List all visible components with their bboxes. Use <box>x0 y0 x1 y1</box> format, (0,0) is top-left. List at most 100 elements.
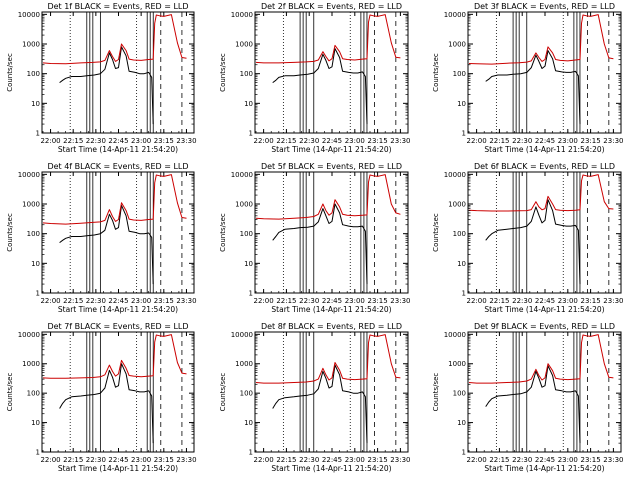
x-tick-label: 22:45 <box>322 456 342 464</box>
x-tick-label: 22:30 <box>512 456 532 464</box>
y-tick-label: 10 <box>457 419 466 427</box>
x-tick-label: 22:15 <box>489 297 509 305</box>
lld-series-line <box>468 334 614 384</box>
plot-frame <box>254 171 409 294</box>
y-tick-label: 10 <box>31 100 40 108</box>
panel-5: Det 5f BLACK = Events, RED = LLD 1 10 100 10… <box>219 162 410 314</box>
x-tick-label: 23:15 <box>368 297 388 305</box>
panel-3: Det 3f BLACK = Events, RED = LLD 1 10 100 10… <box>432 2 623 154</box>
x-tick-label: 23:00 <box>345 137 365 145</box>
plot-frame <box>467 171 622 294</box>
events-series-line <box>485 199 581 285</box>
x-tick-label: 22:45 <box>535 456 555 464</box>
x-tick-label: 22:00 <box>40 456 60 464</box>
y-tick-label: 1 <box>249 449 253 457</box>
y-axis-label: Counts/sec <box>219 213 227 252</box>
x-tick-label: 23:00 <box>558 297 578 305</box>
y-tick-label: 1000 <box>22 201 40 209</box>
plot-frame <box>41 171 195 294</box>
x-tick-label: 22:15 <box>489 137 509 145</box>
lld-series-line <box>468 14 614 65</box>
panel-title: Det 1f BLACK = Events, RED = LLD <box>47 2 188 11</box>
events-series-line <box>272 364 368 444</box>
plot-frame <box>254 331 409 453</box>
x-axis-label: Start Time (14-Apr-11 21:54:20) <box>484 464 604 473</box>
x-tick-label: 22:30 <box>299 137 319 145</box>
x-tick-label: 23:15 <box>581 297 601 305</box>
events-series-line <box>272 203 368 285</box>
y-axis-label: Counts/sec <box>6 213 14 252</box>
panel-6: Det 6f BLACK = Events, RED = LLD 1 10 100 10… <box>432 162 623 314</box>
panel-1: Det 1f BLACK = Events, RED = LLD 1 10 100 10… <box>6 2 197 154</box>
panel-title: Det 5f BLACK = Events, RED = LLD <box>261 162 402 171</box>
x-axis-label: Start Time (14-Apr-11 21:54:20) <box>484 305 604 314</box>
y-tick-label: 100 <box>240 70 253 78</box>
panel-9: Det 9f BLACK = Events, RED = LLD 1 10 100 10… <box>432 322 623 473</box>
y-tick-label: 10 <box>244 419 253 427</box>
y-tick-label: 1000 <box>448 360 466 368</box>
panel-title: Det 3f BLACK = Events, RED = LLD <box>474 2 615 11</box>
x-tick-label: 23:15 <box>368 137 388 145</box>
y-tick-label: 10 <box>31 419 40 427</box>
y-tick-label: 100 <box>453 70 466 78</box>
y-tick-label: 1 <box>249 290 253 298</box>
x-tick-label: 23:00 <box>131 137 151 145</box>
plot-frame <box>254 11 409 134</box>
y-tick-label: 1000 <box>235 360 253 368</box>
plot-frame <box>467 331 622 453</box>
x-tick-label: 22:15 <box>63 456 83 464</box>
x-tick-label: 23:15 <box>154 297 174 305</box>
x-tick-label: 23:30 <box>603 137 623 145</box>
panel-7: Det 7f BLACK = Events, RED = LLD 1 10 100 10… <box>6 322 197 473</box>
x-tick-label: 22:15 <box>489 456 509 464</box>
y-tick-label: 1000 <box>235 201 253 209</box>
x-tick-label: 22:30 <box>86 297 106 305</box>
events-series-line <box>59 204 154 285</box>
x-tick-label: 22:15 <box>276 297 296 305</box>
y-tick-label: 1000 <box>22 41 40 49</box>
x-tick-label: 22:45 <box>108 297 128 305</box>
events-series-line <box>59 46 154 125</box>
x-tick-label: 22:45 <box>108 137 128 145</box>
x-tick-label: 23:00 <box>131 456 151 464</box>
y-tick-label: 1 <box>462 449 466 457</box>
x-tick-label: 22:00 <box>467 456 487 464</box>
panel-title: Det 8f BLACK = Events, RED = LLD <box>261 322 402 331</box>
x-tick-label: 22:30 <box>299 297 319 305</box>
x-tick-label: 23:15 <box>154 137 174 145</box>
y-tick-label: 100 <box>453 230 466 238</box>
y-tick-label: 1 <box>36 449 40 457</box>
x-tick-label: 22:00 <box>254 297 274 305</box>
x-tick-label: 22:30 <box>86 137 106 145</box>
y-tick-label: 1 <box>36 130 40 138</box>
y-axis-label: Counts/sec <box>219 373 227 412</box>
x-tick-label: 23:00 <box>345 456 365 464</box>
y-tick-label: 10000 <box>231 11 253 19</box>
x-axis-label: Start Time (14-Apr-11 21:54:20) <box>271 305 391 314</box>
x-tick-label: 22:45 <box>108 456 128 464</box>
x-axis-label: Start Time (14-Apr-11 21:54:20) <box>271 464 391 473</box>
y-axis-label: Counts/sec <box>432 213 440 252</box>
y-tick-label: 1 <box>249 130 253 138</box>
events-series-line <box>485 365 581 444</box>
events-series-line <box>485 50 581 125</box>
x-axis-label: Start Time (14-Apr-11 21:54:20) <box>58 305 178 314</box>
x-tick-label: 23:00 <box>558 137 578 145</box>
y-tick-label: 100 <box>240 230 253 238</box>
panels-group: Det 1f BLACK = Events, RED = LLD 1 10 100 10… <box>6 2 623 473</box>
panel-title: Det 4f BLACK = Events, RED = LLD <box>47 162 188 171</box>
x-tick-label: 22:45 <box>535 297 555 305</box>
lld-series-line <box>42 174 187 225</box>
lld-series-line <box>255 334 401 384</box>
x-tick-label: 23:30 <box>390 297 410 305</box>
y-tick-label: 10000 <box>231 331 253 339</box>
y-axis-label: Counts/sec <box>432 53 440 92</box>
x-tick-label: 22:15 <box>276 137 296 145</box>
panel-title: Det 6f BLACK = Events, RED = LLD <box>474 162 615 171</box>
y-tick-label: 10000 <box>444 331 466 339</box>
x-axis-label: Start Time (14-Apr-11 21:54:20) <box>58 464 178 473</box>
y-tick-label: 10 <box>457 260 466 268</box>
panel-8: Det 8f BLACK = Events, RED = LLD 1 10 100 10… <box>219 322 410 473</box>
